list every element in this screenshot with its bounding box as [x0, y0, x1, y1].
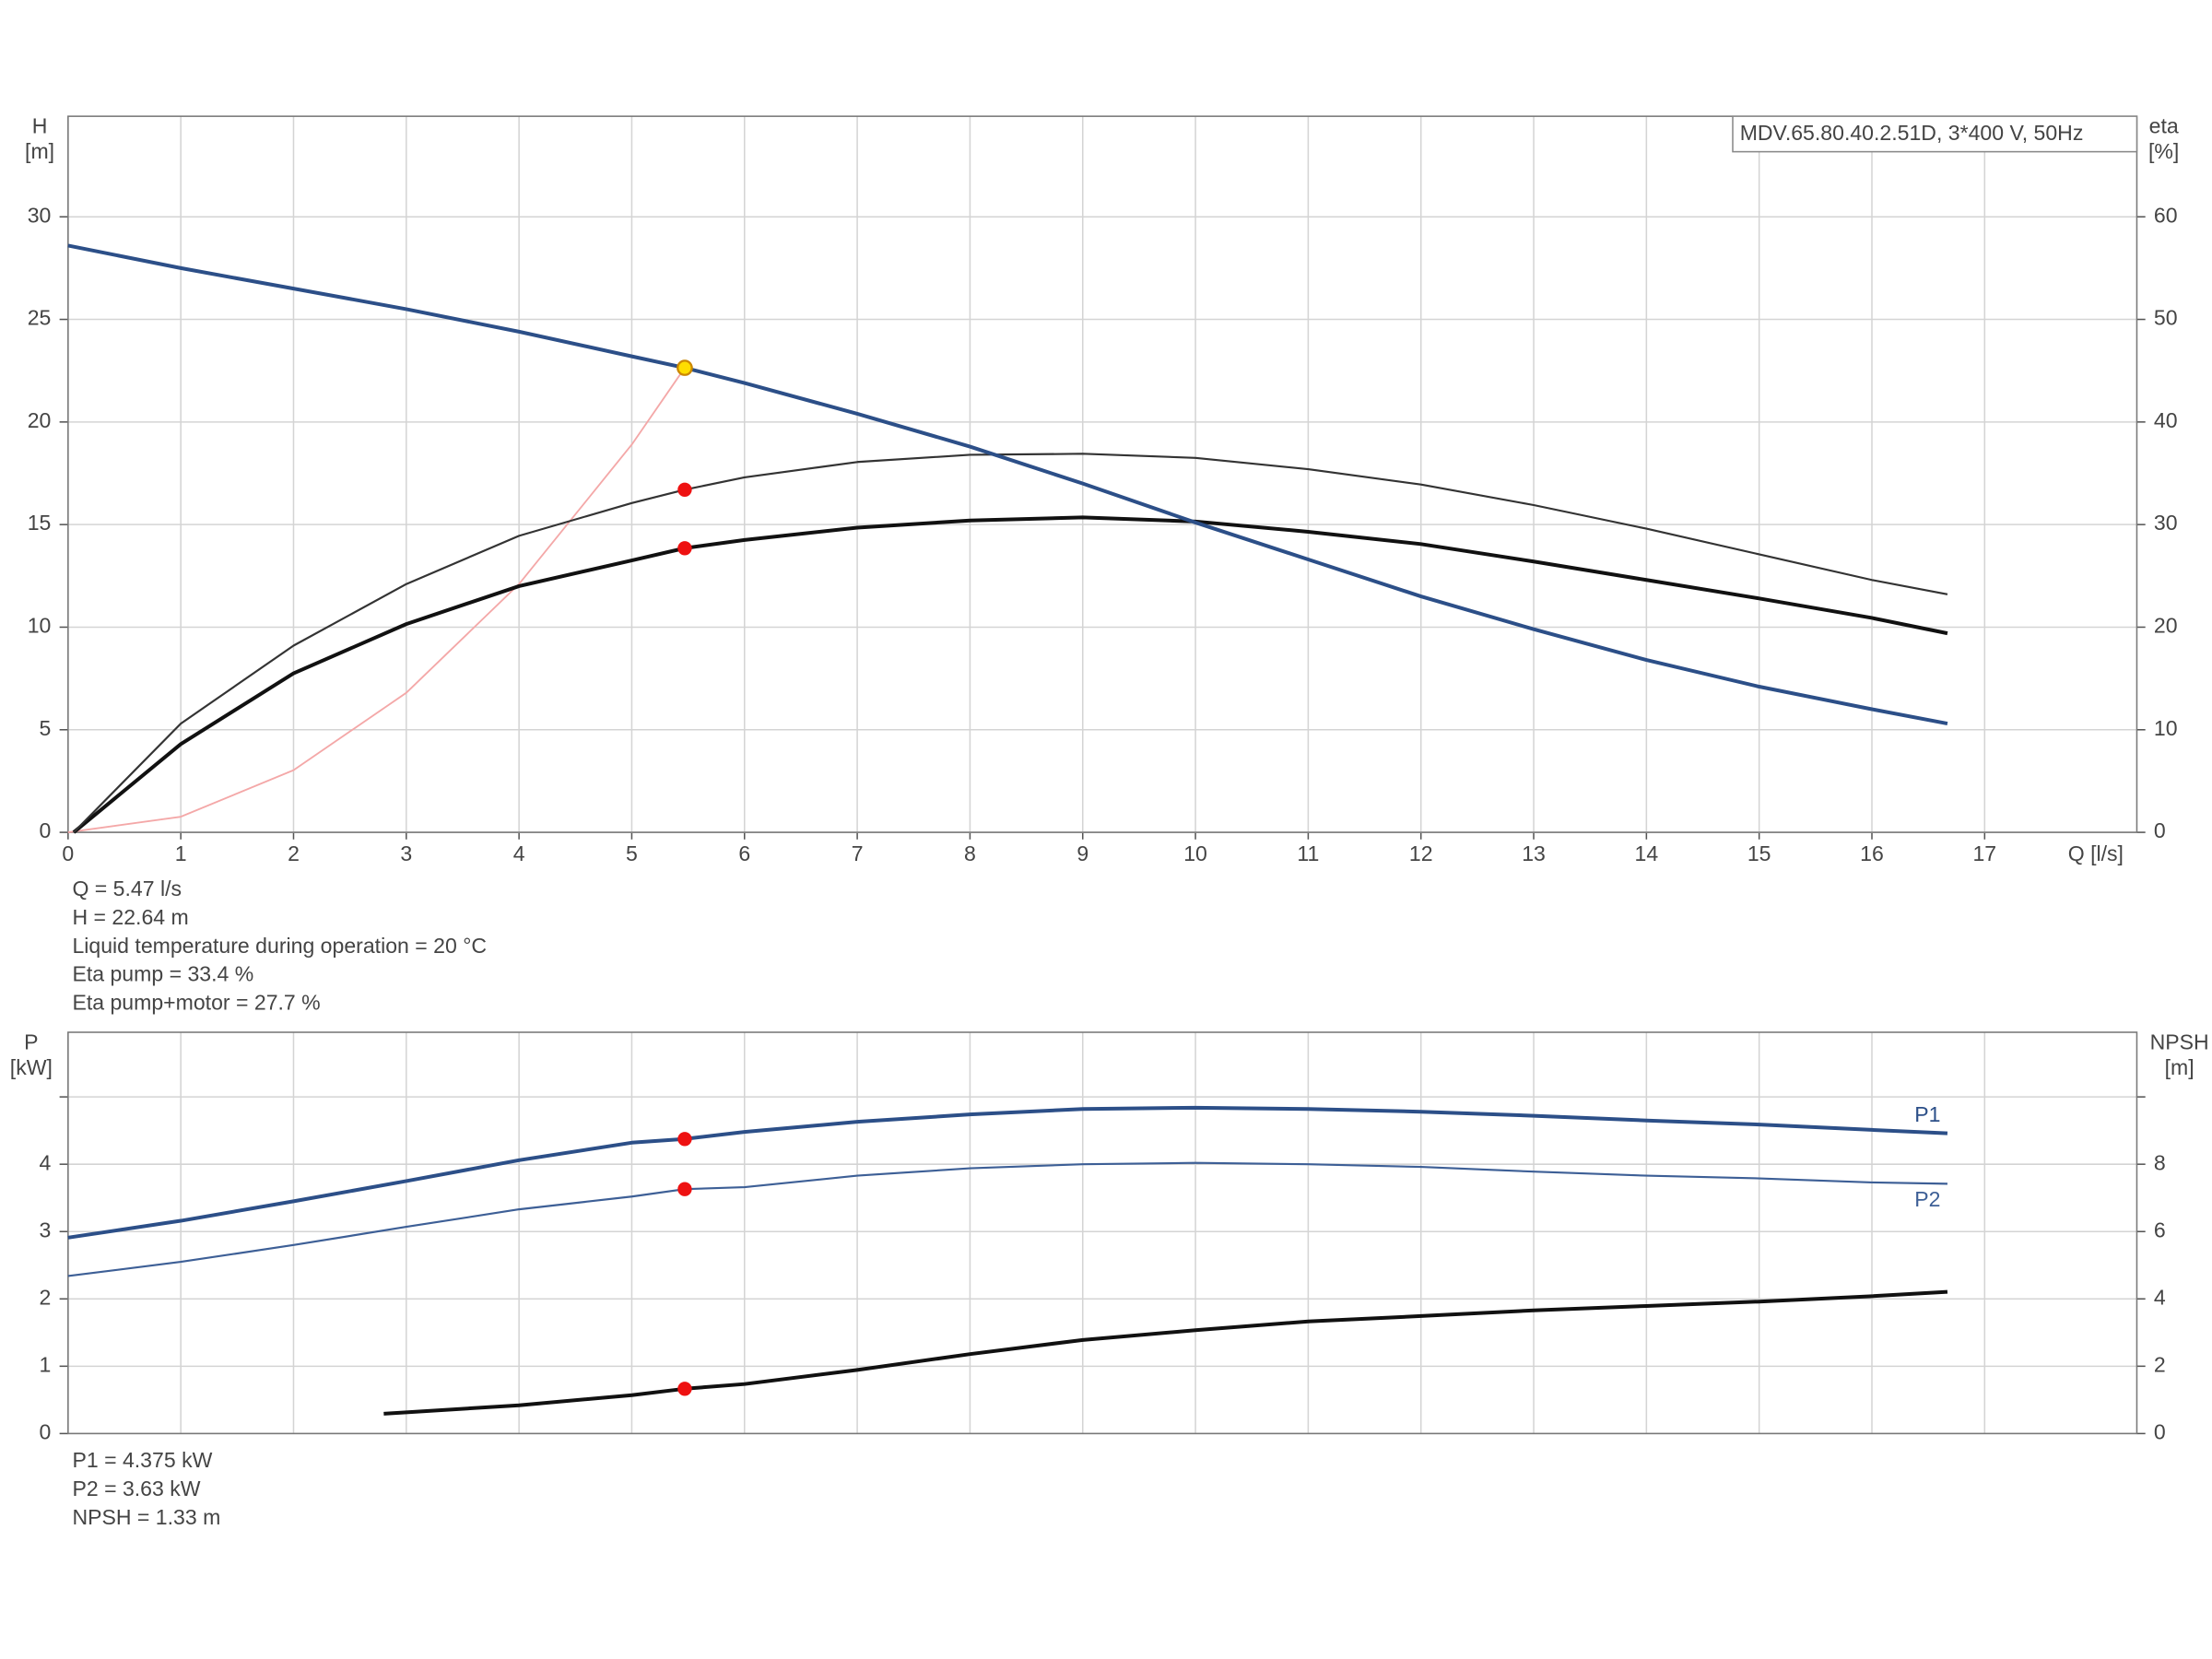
- operating-point: [677, 1382, 692, 1396]
- operating-point: [677, 482, 692, 498]
- curve: [67, 243, 1948, 726]
- y2-tick-label: 6: [2154, 1218, 2166, 1241]
- title-box: [1732, 115, 2138, 153]
- y-axis-label: H: [32, 114, 48, 138]
- x-tick-label: 14: [1635, 841, 1659, 865]
- y2-axis-label: [%]: [2148, 139, 2179, 163]
- x-axis-label: Q [l/s]: [2068, 841, 2124, 865]
- x-tick-label: 10: [1183, 841, 1207, 865]
- y-tick-label: 30: [28, 203, 52, 227]
- operating-point: [677, 1182, 692, 1196]
- y2-tick-label: 40: [2154, 408, 2178, 432]
- operating-point: [677, 541, 692, 556]
- y2-tick-label: 60: [2154, 203, 2178, 227]
- x-tick-label: 12: [1409, 841, 1433, 865]
- curve: [67, 1161, 1947, 1277]
- note: Eta pump = 33.4 %: [72, 962, 253, 986]
- x-tick-label: 4: [513, 841, 525, 865]
- y2-tick-label: 0: [2154, 1419, 2166, 1443]
- operating-point: [677, 359, 693, 376]
- y-tick-label: 0: [40, 818, 52, 842]
- x-tick-label: 9: [1077, 841, 1088, 865]
- x-tick-label: 5: [626, 841, 638, 865]
- y-tick-label: 3: [40, 1218, 52, 1241]
- y2-axis-label: [m]: [2165, 1055, 2194, 1079]
- note: P1 = 4.375 kW: [72, 1448, 212, 1472]
- y2-tick-label: 30: [2154, 511, 2178, 535]
- y-tick-label: 5: [40, 716, 52, 740]
- plot-frame: [67, 1031, 2138, 1435]
- y-tick-label: 0: [40, 1419, 52, 1443]
- series-label: P1: [1914, 1102, 1940, 1126]
- y2-tick-label: 4: [2154, 1285, 2166, 1309]
- x-tick-label: 8: [964, 841, 976, 865]
- x-tick-label: 7: [852, 841, 864, 865]
- y2-tick-label: 20: [2154, 614, 2178, 638]
- y-tick-label: 10: [28, 614, 52, 638]
- note: Q = 5.47 l/s: [72, 877, 182, 900]
- x-tick-label: 17: [1972, 841, 1996, 865]
- y2-axis-label: NPSH: [2150, 1030, 2209, 1053]
- y2-axis-label: eta: [2149, 114, 2179, 138]
- x-tick-label: 0: [62, 841, 74, 865]
- plot-frame: [67, 115, 2138, 833]
- x-tick-label: 15: [1747, 841, 1771, 865]
- curve: [67, 1105, 1948, 1240]
- title: MDV.65.80.40.2.51D, 3*400 V, 50Hz: [1740, 121, 2084, 145]
- note: H = 22.64 m: [72, 905, 188, 929]
- y2-tick-label: 10: [2154, 716, 2178, 740]
- y-tick-label: 15: [28, 511, 52, 535]
- note: P2 = 3.63 kW: [72, 1477, 200, 1500]
- y2-tick-label: 8: [2154, 1150, 2166, 1174]
- x-tick-label: 11: [1297, 841, 1319, 865]
- y-tick-label: 4: [40, 1150, 52, 1174]
- y2-tick-label: 50: [2154, 306, 2178, 330]
- y-tick-label: 25: [28, 306, 52, 330]
- curve: [67, 367, 686, 833]
- x-tick-label: 13: [1522, 841, 1546, 865]
- curve: [73, 453, 1948, 833]
- y-axis-label: [kW]: [10, 1055, 53, 1079]
- x-tick-label: 3: [400, 841, 412, 865]
- curve: [72, 515, 1948, 834]
- y-tick-label: 1: [40, 1352, 52, 1376]
- x-tick-label: 1: [175, 841, 187, 865]
- series-label: P2: [1914, 1187, 1940, 1211]
- y-tick-label: 20: [28, 408, 52, 432]
- y-tick-label: 2: [40, 1285, 52, 1309]
- x-tick-label: 2: [288, 841, 300, 865]
- y2-tick-label: 0: [2154, 818, 2166, 842]
- y-axis-label: [m]: [25, 139, 54, 163]
- x-tick-label: 6: [738, 841, 750, 865]
- note: Liquid temperature during operation = 20…: [72, 934, 487, 958]
- curve: [383, 1289, 1948, 1416]
- y-axis-label: P: [24, 1030, 38, 1053]
- operating-point: [677, 1132, 692, 1147]
- note: Eta pump+motor = 27.7 %: [72, 990, 320, 1014]
- note: NPSH = 1.33 m: [72, 1505, 220, 1529]
- y2-tick-label: 2: [2154, 1352, 2166, 1376]
- x-tick-label: 16: [1860, 841, 1884, 865]
